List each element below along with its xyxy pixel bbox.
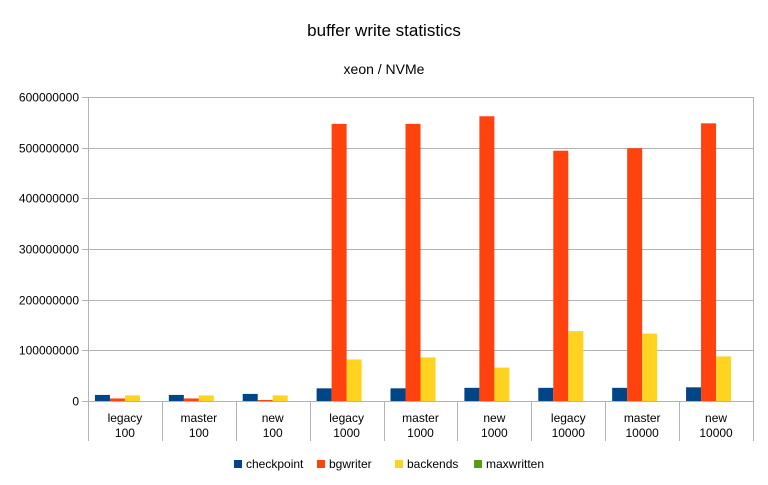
x-tick-label: 100 bbox=[115, 426, 135, 440]
bar-backends bbox=[198, 395, 214, 401]
bar-backends bbox=[494, 367, 510, 401]
bar-backends bbox=[642, 333, 658, 401]
y-tick-label: 100000000 bbox=[19, 344, 79, 358]
y-tick-label: 600000000 bbox=[19, 91, 79, 105]
legend-swatch bbox=[234, 460, 242, 468]
legend-label: checkpoint bbox=[246, 457, 304, 471]
x-tick-label: legacy bbox=[329, 411, 364, 425]
bar-bgwriter bbox=[331, 123, 347, 401]
bar-backends bbox=[124, 395, 140, 401]
y-tick-label: 300000000 bbox=[19, 243, 79, 257]
bar-checkpoint bbox=[686, 387, 702, 401]
x-tick-label: master bbox=[180, 411, 217, 425]
x-tick-label: new bbox=[705, 411, 727, 425]
bar-bgwriter bbox=[183, 398, 199, 401]
x-tick-label: 100 bbox=[189, 426, 209, 440]
x-tick-label: master bbox=[402, 411, 439, 425]
bar-backends bbox=[568, 331, 584, 401]
x-tick-label: 1000 bbox=[481, 426, 508, 440]
bar-backends bbox=[420, 357, 436, 401]
axes bbox=[88, 97, 754, 441]
bar-checkpoint bbox=[316, 388, 332, 401]
x-tick-label: 10000 bbox=[699, 426, 733, 440]
x-tick-label: 10000 bbox=[552, 426, 586, 440]
x-tick-label: new bbox=[262, 411, 284, 425]
x-tick-label: 1000 bbox=[407, 426, 434, 440]
x-tick-label: master bbox=[624, 411, 661, 425]
bar-bgwriter bbox=[553, 150, 569, 401]
x-tick-label: new bbox=[483, 411, 505, 425]
legend-label: backends bbox=[407, 457, 458, 471]
y-tick-label: 200000000 bbox=[19, 294, 79, 308]
y-tick-label: 0 bbox=[72, 395, 79, 409]
bar-bgwriter bbox=[405, 123, 421, 401]
bar-checkpoint bbox=[242, 393, 258, 401]
bars bbox=[94, 116, 732, 402]
y-tick-label: 400000000 bbox=[19, 192, 79, 206]
legend-swatch bbox=[395, 460, 403, 468]
bar-backends bbox=[716, 356, 732, 401]
bar-checkpoint bbox=[390, 388, 406, 401]
bar-bgwriter bbox=[627, 148, 643, 401]
bar-checkpoint bbox=[464, 387, 480, 401]
legend: checkpoint bgwriter backends maxwritten bbox=[234, 457, 544, 471]
bar-checkpoint bbox=[168, 394, 184, 401]
bar-checkpoint bbox=[94, 394, 110, 401]
y-tick-label: 500000000 bbox=[19, 142, 79, 156]
x-tick-label: 100 bbox=[263, 426, 283, 440]
legend-swatch bbox=[474, 460, 482, 468]
axis-labels: 0 100000000 200000000 300000000 400000000 500… bbox=[19, 91, 733, 441]
legend-label: bgwriter bbox=[329, 457, 372, 471]
bar-bgwriter bbox=[479, 116, 495, 402]
chart-subtitle: xeon / NVMe bbox=[344, 61, 425, 77]
x-tick-label: 10000 bbox=[625, 426, 659, 440]
legend-swatch bbox=[317, 460, 325, 468]
legend-label: maxwritten bbox=[486, 457, 544, 471]
bar-bgwriter bbox=[109, 398, 125, 401]
chart-title: buffer write statistics bbox=[307, 21, 461, 40]
bar-bgwriter bbox=[257, 399, 273, 401]
bar-backends bbox=[272, 395, 288, 401]
x-tick-label: 1000 bbox=[333, 426, 360, 440]
bar-checkpoint bbox=[612, 387, 628, 401]
bar-bgwriter bbox=[701, 123, 717, 401]
plot-frame bbox=[88, 97, 754, 402]
x-tick-label: legacy bbox=[551, 411, 586, 425]
bar-backends bbox=[346, 359, 362, 401]
x-tick-label: legacy bbox=[108, 411, 143, 425]
bar-checkpoint bbox=[538, 387, 554, 401]
